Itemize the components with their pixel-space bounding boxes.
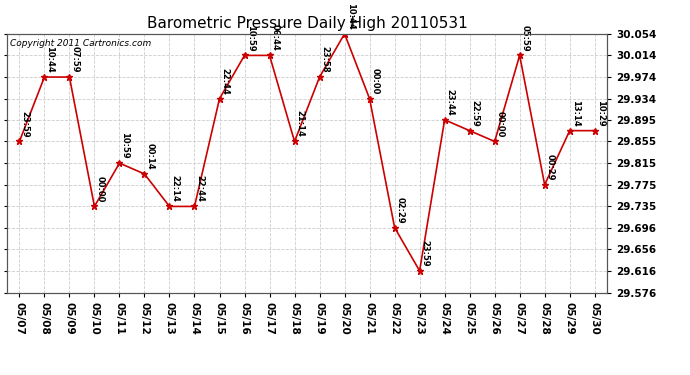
Text: 23:44: 23:44 [446, 89, 455, 116]
Text: 00:29: 00:29 [546, 154, 555, 181]
Title: Barometric Pressure Daily High 20110531: Barometric Pressure Daily High 20110531 [147, 16, 467, 31]
Text: 22:44: 22:44 [221, 68, 230, 94]
Text: 23:59: 23:59 [421, 240, 430, 267]
Text: 02:29: 02:29 [395, 197, 404, 223]
Text: 00:00: 00:00 [95, 176, 104, 202]
Text: 21:14: 21:14 [295, 110, 304, 137]
Text: 10:59: 10:59 [121, 132, 130, 159]
Text: 10:29: 10:29 [595, 100, 604, 126]
Text: 05:59: 05:59 [521, 25, 530, 51]
Text: 00:00: 00:00 [371, 68, 380, 94]
Text: 00:00: 00:00 [495, 111, 504, 137]
Text: 13:14: 13:14 [571, 100, 580, 126]
Text: Copyright 2011 Cartronics.com: Copyright 2011 Cartronics.com [10, 39, 151, 48]
Text: 06:44: 06:44 [270, 24, 279, 51]
Text: 00:14: 00:14 [146, 143, 155, 170]
Text: 23:59: 23:59 [21, 111, 30, 137]
Text: 10:59: 10:59 [246, 25, 255, 51]
Text: 10:44: 10:44 [346, 3, 355, 30]
Text: 22:59: 22:59 [471, 100, 480, 126]
Text: 22:44: 22:44 [195, 176, 204, 202]
Text: 23:58: 23:58 [321, 46, 330, 73]
Text: 10:44: 10:44 [46, 46, 55, 73]
Text: 07:59: 07:59 [70, 46, 79, 73]
Text: 22:14: 22:14 [170, 176, 179, 202]
